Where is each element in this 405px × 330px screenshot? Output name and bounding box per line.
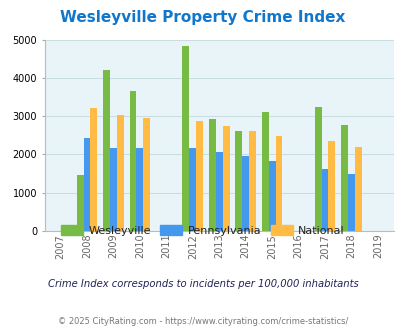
Bar [328, 141, 335, 231]
Bar [275, 136, 282, 231]
Bar [209, 119, 215, 231]
Bar [117, 115, 124, 231]
Bar [321, 169, 328, 231]
Bar [347, 174, 354, 231]
Text: © 2025 CityRating.com - https://www.cityrating.com/crime-statistics/: © 2025 CityRating.com - https://www.city… [58, 317, 347, 326]
Bar [222, 126, 229, 231]
Bar [143, 118, 150, 231]
Bar [83, 138, 90, 231]
Text: Wesleyville Property Crime Index: Wesleyville Property Crime Index [60, 10, 345, 25]
Text: Crime Index corresponds to incidents per 100,000 inhabitants: Crime Index corresponds to incidents per… [47, 279, 358, 289]
Bar [90, 108, 97, 231]
Bar [340, 125, 347, 231]
Bar [354, 147, 361, 231]
Bar [196, 121, 202, 231]
Bar [215, 152, 222, 231]
Bar [103, 70, 110, 231]
Bar [110, 148, 117, 231]
Bar [261, 112, 268, 231]
Bar [182, 46, 189, 231]
Legend: Wesleyville, Pennsylvania, National: Wesleyville, Pennsylvania, National [56, 221, 349, 240]
Bar [77, 175, 83, 231]
Bar [136, 148, 143, 231]
Bar [129, 91, 136, 231]
Bar [189, 148, 196, 231]
Bar [235, 131, 242, 231]
Bar [314, 107, 321, 231]
Bar [249, 131, 256, 231]
Bar [268, 161, 275, 231]
Bar [242, 156, 249, 231]
